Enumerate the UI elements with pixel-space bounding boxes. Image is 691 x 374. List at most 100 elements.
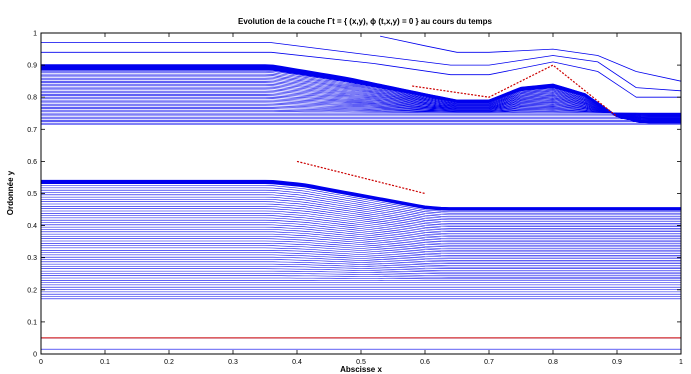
- upper-curve: [41, 109, 681, 114]
- upper-curve: [41, 94, 681, 117]
- chart-title: Evolution de la couche Γt = { (x,y), ϕ (…: [238, 17, 493, 26]
- upper-curve: [41, 104, 681, 115]
- middle-curve: [41, 247, 681, 258]
- upper-curve: [41, 73, 681, 122]
- upper-curve: [41, 68, 681, 123]
- upper-curve: [41, 102, 681, 116]
- upper-curve: [41, 72, 681, 122]
- upper-curve: [41, 78, 681, 121]
- middle-curve: [41, 185, 681, 212]
- upper-curve: [41, 101, 681, 116]
- upper-curve: [41, 86, 681, 119]
- middle-curve: [41, 277, 681, 280]
- middle-curve: [41, 270, 681, 275]
- upper-curve: [41, 76, 681, 121]
- middle-curve: [41, 187, 681, 214]
- y-tick-label: 0: [33, 352, 37, 359]
- middle-curve: [41, 189, 681, 216]
- upper-curve: [41, 85, 681, 119]
- middle-curve: [41, 229, 681, 244]
- upper-curve: [41, 91, 681, 118]
- middle-curve: [41, 245, 681, 256]
- y-axis-label: Ordonnée y: [6, 170, 15, 215]
- y-tick-label: 0.4: [27, 223, 37, 230]
- y-tick-label: 0.2: [27, 287, 37, 294]
- middle-curve: [41, 208, 681, 229]
- x-tick-label: 0.6: [420, 359, 430, 366]
- middle-curve: [41, 233, 681, 248]
- y-tick-label: 0.8: [27, 95, 37, 102]
- y-tick-label: 0.7: [27, 127, 37, 134]
- upper-curve: [41, 89, 681, 118]
- middle-curve: [41, 256, 681, 264]
- y-tick-label: 1: [33, 31, 37, 38]
- reference-curve: [296, 160, 426, 195]
- middle-curve: [41, 213, 681, 232]
- x-tick-label: 0.4: [292, 359, 302, 366]
- middle-curve: [41, 201, 681, 224]
- upper-curve: [41, 95, 681, 117]
- upper-curve: [41, 92, 681, 118]
- middle-curve: [41, 236, 681, 249]
- y-tick-label: 0.6: [27, 159, 37, 166]
- middle-curve: [41, 182, 681, 211]
- middle-curve: [41, 224, 681, 241]
- middle-curve: [41, 217, 681, 236]
- middle-curve: [41, 240, 681, 253]
- upper-curve: [41, 70, 681, 122]
- middle-curve: [41, 238, 681, 251]
- middle-curve: [41, 268, 681, 273]
- x-tick-label: 0.8: [548, 359, 558, 366]
- upper-curve: [41, 96, 681, 117]
- middle-curve: [41, 196, 681, 221]
- x-tick-label: 0.7: [484, 359, 494, 366]
- middle-curve: [41, 275, 681, 278]
- x-tick-label: 0.1: [100, 359, 110, 366]
- y-axis: 0 0.1 0.2 0.3 0.4 0.5 0.6 0.7 0.8 0.9 1: [27, 31, 681, 359]
- reference-curve: [412, 64, 618, 117]
- upper-envelope-curve: [41, 42, 682, 92]
- y-tick-label: 0.9: [27, 63, 37, 70]
- middle-curve: [41, 222, 681, 239]
- x-tick-label: 0.5: [356, 359, 366, 366]
- middle-curve: [41, 231, 681, 246]
- middle-curve: [41, 243, 681, 254]
- upper-curve: [41, 79, 681, 121]
- upper-curve: [41, 75, 681, 121]
- x-axis-label: Abscisse x: [340, 365, 382, 374]
- plot-curves: [41, 35, 682, 350]
- x-tick-label: 0.9: [612, 359, 622, 366]
- middle-curve: [41, 203, 681, 226]
- upper-curve: [41, 111, 681, 114]
- middle-curve: [41, 250, 681, 259]
- middle-curve: [41, 210, 681, 231]
- upper-envelope-curve: [41, 51, 681, 98]
- upper-curve: [41, 107, 681, 115]
- x-tick-label: 0.3: [228, 359, 238, 366]
- upper-curve: [41, 98, 681, 117]
- middle-curve: [41, 263, 681, 269]
- middle-curve: [41, 219, 681, 238]
- upper-curve: [41, 99, 681, 116]
- middle-curve: [41, 226, 681, 243]
- middle-curve: [41, 261, 681, 268]
- upper-curve: [41, 105, 681, 115]
- upper-curve: [41, 81, 681, 120]
- y-tick-label: 0.3: [27, 255, 37, 262]
- upper-envelope-curve: [380, 35, 682, 82]
- middle-curve: [41, 192, 681, 217]
- middle-curve: [41, 206, 681, 227]
- x-tick-label: 0: [39, 359, 43, 366]
- middle-curve: [41, 259, 681, 266]
- upper-curve: [41, 83, 681, 120]
- middle-curve: [41, 266, 681, 271]
- middle-curve: [41, 252, 681, 261]
- y-tick-label: 0.1: [27, 319, 37, 326]
- x-tick-label: 0.2: [164, 359, 174, 366]
- upper-curve: [41, 108, 681, 114]
- middle-curve: [41, 215, 681, 234]
- x-tick-label: 1: [679, 359, 683, 366]
- upper-curve: [41, 88, 681, 119]
- middle-curve: [41, 273, 681, 276]
